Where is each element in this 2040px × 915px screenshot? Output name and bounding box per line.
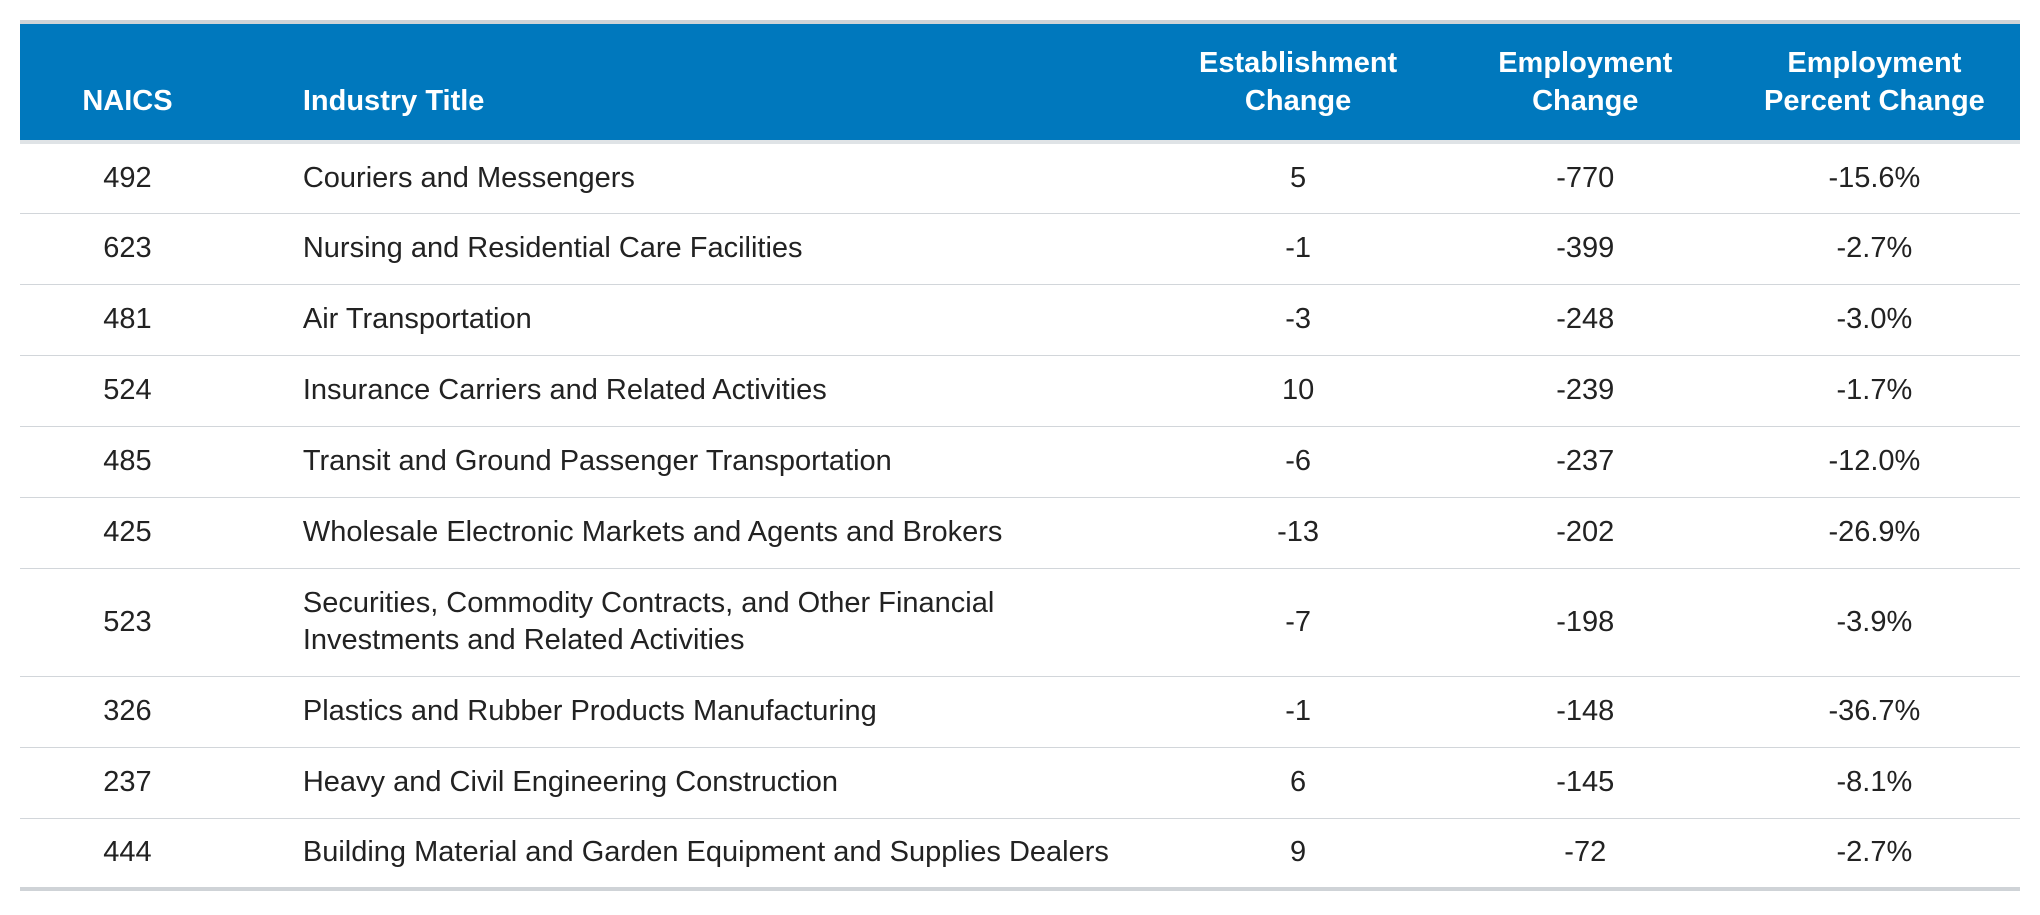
naics-cell: 485 [103,445,152,477]
header-employment-change: Employment Change [1442,22,1729,142]
naics-cell: 523 [103,605,152,638]
industry-title-cell: Building Material and Garden Equipment a… [302,836,1109,869]
header-employment-percent-change-line-1: Employment [1787,47,1962,79]
header-establishment-change-line-1: Establishment [1198,47,1398,79]
naics-cell: 237 [103,766,152,798]
industry-title-cell: Heavy and Civil Engineering Construction [302,766,839,798]
establishment-change-cell: -3 [1285,303,1311,335]
header-establishment-change-line-2: Change [1244,85,1352,117]
table-header: NAICS Industry Title Establishment Chang… [20,22,2020,142]
table-row: 326 Plastics and Rubber Products Manufac… [20,676,2020,747]
header-employment-change-line-2: Change [1532,85,1639,117]
industry-title-cell: Wholesale Electronic Markets and Agents … [302,516,1003,548]
naics-cell: 492 [103,161,152,194]
header-row: NAICS Industry Title Establishment Chang… [20,22,2020,142]
employment-change-cell: -72 [1564,836,1607,869]
table-row: 237 Heavy and Civil Engineering Construc… [20,747,2020,818]
header-employment-percent-change: Employment Percent Change [1729,22,2020,142]
employment-change-cell: -145 [1556,766,1615,798]
naics-cell: 623 [103,232,152,264]
header-establishment-change: Establishment Change [1155,22,1442,142]
header-employment-change-line-1: Employment [1498,47,1673,79]
industry-title-cell: Couriers and Messengers [302,161,635,194]
employment-percent-change-cell: -26.9% [1828,516,1921,548]
establishment-change-cell: -6 [1285,445,1311,477]
employment-percent-change-cell: -8.1% [1836,766,1913,798]
industry-title-cell: Air Transportation [302,303,532,335]
industry-title-text: Securities, Commodity Contracts, and Oth… [302,587,995,656]
table-row: 524 Insurance Carriers and Related Activ… [20,355,2020,426]
establishment-change-cell: -13 [1277,516,1320,548]
employment-change-cell: -198 [1556,605,1615,638]
establishment-change-cell: 10 [1281,374,1315,406]
industry-title-cell: Nursing and Residential Care Facilities [302,232,803,264]
table-row: 523 Securities, Commodity Contracts, and… [20,568,2020,676]
employment-change-cell: -399 [1556,232,1615,264]
industry-change-table: NAICS Industry Title Establishment Chang… [20,20,2020,891]
naics-cell: 326 [103,695,152,727]
establishment-change-cell: 6 [1290,766,1307,798]
table-row: 485 Transit and Ground Passenger Transpo… [20,426,2020,497]
employment-percent-change-cell: -2.7% [1836,232,1913,264]
industry-title-cell: Securities, Commodity Contracts, and Oth… [235,568,1155,676]
header-naics: NAICS [82,85,173,117]
employment-percent-change-cell: -3.9% [1836,605,1913,638]
establishment-change-cell: -1 [1285,695,1311,727]
table-row: 492 Couriers and Messengers 5 -770 -15.6… [20,142,2020,213]
employment-percent-change-cell: -3.0% [1836,303,1913,335]
establishment-change-cell: -7 [1285,605,1311,638]
establishment-change-cell: 5 [1290,161,1307,194]
employment-percent-change-cell: -12.0% [1828,445,1921,477]
industry-title-cell: Insurance Carriers and Related Activitie… [302,374,827,406]
industry-title-cell: Plastics and Rubber Products Manufacturi… [302,695,877,727]
naics-cell: 425 [103,516,152,548]
table-row: 444 Building Material and Garden Equipme… [20,818,2020,889]
employment-change-cell: -237 [1556,445,1615,477]
employment-change-cell: -239 [1556,374,1615,406]
table-row: 425 Wholesale Electronic Markets and Age… [20,497,2020,568]
establishment-change-cell: -1 [1285,232,1311,264]
header-industry-title: Industry Title [302,85,485,117]
naics-cell: 481 [103,303,152,335]
employment-percent-change-cell: -2.7% [1836,836,1913,869]
table-row: 623 Nursing and Residential Care Facilit… [20,213,2020,284]
employment-change-cell: -248 [1556,303,1615,335]
employment-change-cell: -202 [1556,516,1615,548]
employment-change-cell: -148 [1556,695,1615,727]
naics-cell: 444 [103,836,152,869]
table-body: 492 Couriers and Messengers 5 -770 -15.6… [20,142,2020,889]
header-employment-percent-change-line-2: Percent Change [1764,85,1985,117]
establishment-change-cell: 9 [1290,836,1307,869]
industry-title-cell: Transit and Ground Passenger Transportat… [302,445,892,477]
naics-cell: 524 [103,374,152,406]
employment-percent-change-cell: -15.6% [1828,161,1921,194]
table-row: 481 Air Transportation -3 -248 -3.0% [20,284,2020,355]
employment-percent-change-cell: -1.7% [1836,374,1913,406]
employment-change-cell: -770 [1556,161,1615,194]
employment-percent-change-cell: -36.7% [1828,695,1921,727]
